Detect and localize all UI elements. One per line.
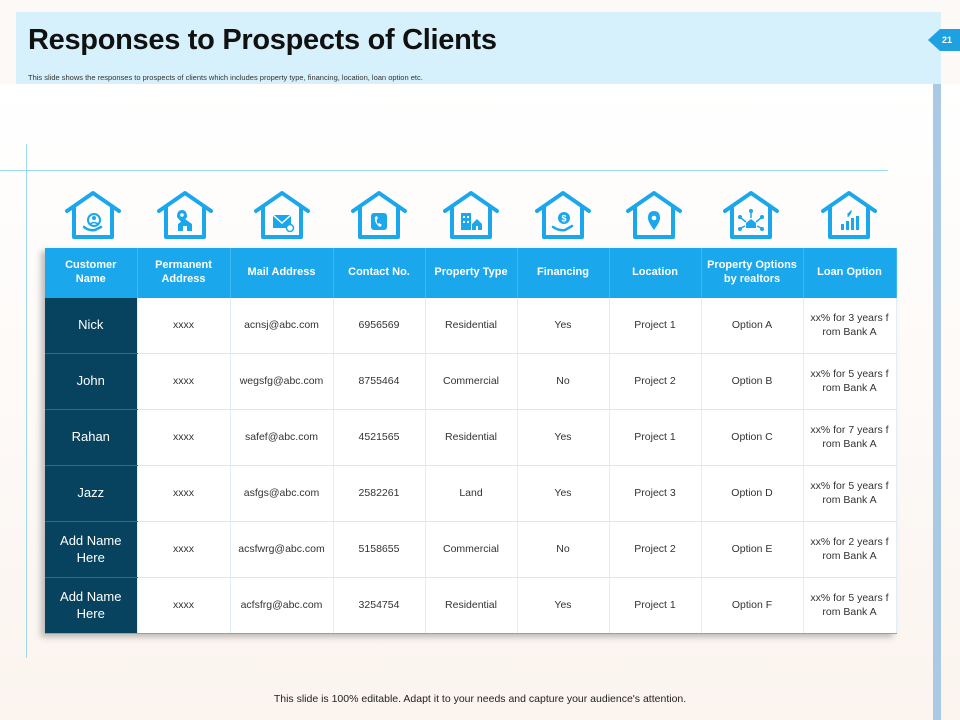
table-cell: xx% for 5 years from Bank A	[803, 577, 897, 634]
location-icon	[624, 190, 684, 240]
table-cell: xx% for 7 years from Bank A	[803, 409, 897, 466]
table-cell: Project 1	[609, 409, 702, 466]
table-row: Rahan xxxx safef@abc.com 4521565 Residen…	[45, 409, 897, 466]
customer-name-cell: Add Name Here	[45, 521, 138, 578]
table-cell: Yes	[517, 577, 610, 634]
address-icon	[155, 190, 215, 240]
customer-name-cell: Add Name Here	[45, 577, 138, 634]
table-cell: 3254754	[333, 577, 426, 634]
table-cell: acnsj@abc.com	[230, 298, 334, 354]
title-bar: Responses to Prospects of Clients This s…	[16, 12, 941, 84]
table-cell: Residential	[425, 577, 518, 634]
table-row: John xxxx wegsfg@abc.com 8755464 Commerc…	[45, 353, 897, 410]
page-subtitle: This slide shows the responses to prospe…	[28, 73, 423, 82]
table-cell: xxxx	[137, 521, 231, 578]
loan-icon	[819, 190, 879, 240]
table-row: Add Name Here xxxx acsfwrg@abc.com 51586…	[45, 521, 897, 578]
svg-text:$: $	[561, 214, 566, 224]
column-header: Property Type	[425, 248, 518, 298]
table-cell: Option F	[701, 577, 804, 634]
column-header: Contact No.	[333, 248, 426, 298]
table-cell: Yes	[517, 465, 610, 522]
table-cell: Project 1	[609, 298, 702, 354]
table-cell: 4521565	[333, 409, 426, 466]
table-cell: 2582261	[333, 465, 426, 522]
column-header: Loan Option	[803, 248, 897, 298]
table-cell: xx% for 5 years from Bank A	[803, 353, 897, 410]
page-number-badge: 21	[928, 29, 960, 51]
table-cell: No	[517, 521, 610, 578]
property-icon	[441, 190, 501, 240]
table-cell: xxxx	[137, 465, 231, 522]
customer-name-cell: John	[45, 353, 138, 410]
table-cell: Option A	[701, 298, 804, 354]
customer-name-cell: Rahan	[45, 409, 138, 466]
column-header: Location	[609, 248, 702, 298]
table-cell: xxxx	[137, 353, 231, 410]
footer-note: This slide is 100% editable. Adapt it to…	[273, 693, 687, 705]
table-cell: 8755464	[333, 353, 426, 410]
table-cell: Project 1	[609, 577, 702, 634]
table-cell: Option C	[701, 409, 804, 466]
table-cell: Residential	[425, 298, 518, 354]
customer-icon	[63, 190, 123, 240]
table-cell: 6956569	[333, 298, 426, 354]
column-header: Mail Address	[230, 248, 334, 298]
table-cell: Commercial	[425, 521, 518, 578]
table-cell: wegsfg@abc.com	[230, 353, 334, 410]
table-cell: Option E	[701, 521, 804, 578]
table-cell: Yes	[517, 298, 610, 354]
table-cell: acsfwrg@abc.com	[230, 521, 334, 578]
table-row: Jazz xxxx asfgs@abc.com 2582261 Land Yes…	[45, 465, 897, 522]
guide-line-horizontal	[0, 170, 888, 171]
table-cell: Project 3	[609, 465, 702, 522]
table-cell: asfgs@abc.com	[230, 465, 334, 522]
table-cell: xx% for 3 years from Bank A	[803, 298, 897, 354]
column-icons-row: $	[0, 190, 960, 240]
financing-icon: $	[533, 190, 593, 240]
options-icon	[721, 190, 781, 240]
table-cell: xx% for 2 years from Bank A	[803, 521, 897, 578]
table-cell: xx% for 5 years from Bank A	[803, 465, 897, 522]
table-cell: xxxx	[137, 298, 231, 354]
table-cell: safef@abc.com	[230, 409, 334, 466]
table-row: Add Name Here xxxx acfsfrg@abc.com 32547…	[45, 577, 897, 634]
table-cell: xxxx	[137, 577, 231, 634]
table-cell: xxxx	[137, 409, 231, 466]
table-header-row: Customer Name Permanent Address Mail Add…	[45, 248, 897, 298]
page-title: Responses to Prospects of Clients	[28, 24, 497, 56]
table-cell: Yes	[517, 409, 610, 466]
table-cell: 5158655	[333, 521, 426, 578]
table-cell: Project 2	[609, 353, 702, 410]
column-header: Customer Name	[45, 248, 138, 298]
column-header: Permanent Address	[137, 248, 231, 298]
mail-icon	[252, 190, 312, 240]
customer-name-cell: Jazz	[45, 465, 138, 522]
guide-line-vertical	[26, 144, 27, 658]
table-cell: Land	[425, 465, 518, 522]
table-cell: Commercial	[425, 353, 518, 410]
client-responses-table: Customer Name Permanent Address Mail Add…	[45, 248, 897, 634]
table-row: Nick xxxx acnsj@abc.com 6956569 Resident…	[45, 298, 897, 354]
table-cell: Residential	[425, 409, 518, 466]
column-header: Financing	[517, 248, 610, 298]
table-cell: Option B	[701, 353, 804, 410]
customer-name-cell: Nick	[45, 298, 138, 354]
table-cell: Project 2	[609, 521, 702, 578]
column-header: Property Options by realtors	[701, 248, 804, 298]
phone-icon	[349, 190, 409, 240]
table-cell: No	[517, 353, 610, 410]
right-accent-bar	[933, 84, 941, 720]
table-cell: acfsfrg@abc.com	[230, 577, 334, 634]
table-cell: Option D	[701, 465, 804, 522]
